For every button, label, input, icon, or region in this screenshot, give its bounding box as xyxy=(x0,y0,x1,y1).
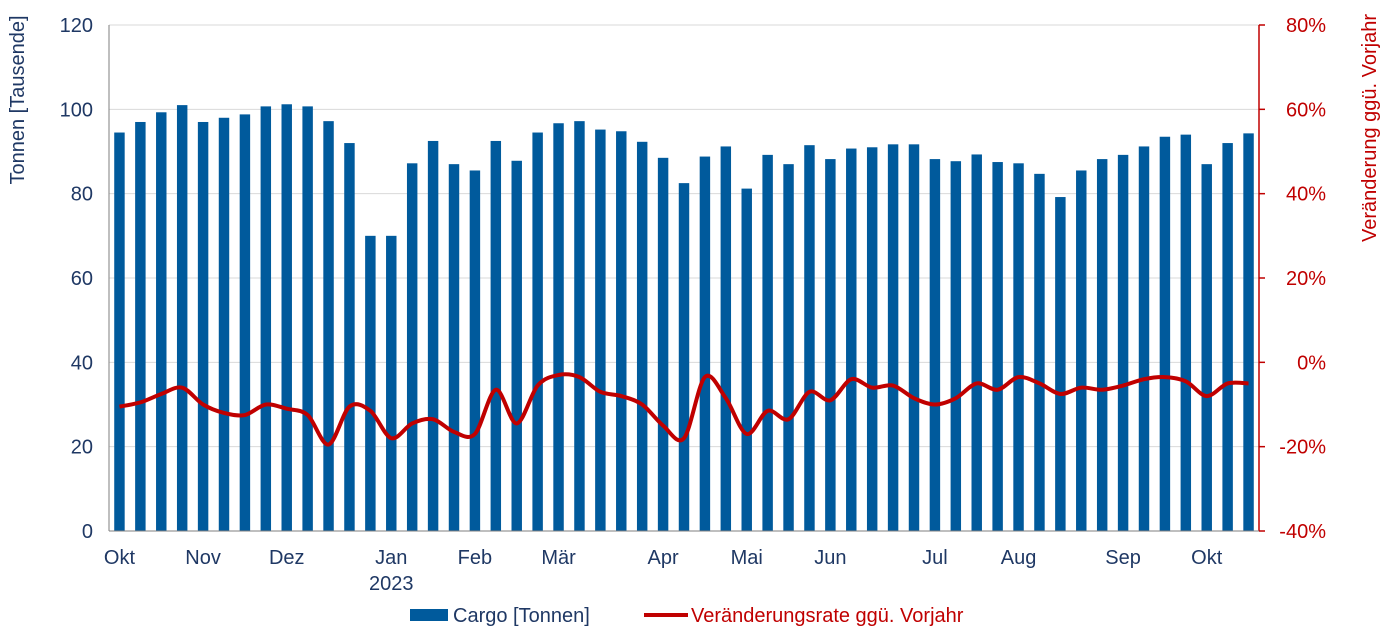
right-y-tick-label: -20% xyxy=(1279,437,1326,459)
bar-cargo xyxy=(783,164,794,531)
right-y-tick-label: -40% xyxy=(1279,521,1326,543)
legend-swatch-cargo xyxy=(410,609,448,621)
bar-cargo xyxy=(1117,154,1129,531)
bar-cargo xyxy=(323,121,334,531)
bar-cargo xyxy=(720,146,732,531)
bar-cargo xyxy=(553,123,564,531)
bar-cargo xyxy=(929,159,941,531)
bar-cargo xyxy=(448,164,460,531)
legend: Cargo [Tonnen] Veränderungsrate ggü. Vor… xyxy=(410,605,964,627)
bar-cargo xyxy=(866,147,878,532)
line-change-rate xyxy=(119,372,1249,447)
bar-cargo xyxy=(1222,143,1233,532)
bar-cargo xyxy=(386,235,397,532)
bar-cargo xyxy=(260,106,272,532)
bar-cargo xyxy=(1076,170,1087,531)
bar-cargo xyxy=(1096,159,1108,531)
left-y-ticks: 0 20 40 60 80 100 120 xyxy=(60,15,93,543)
legend-label-cargo: Cargo [Tonnen] xyxy=(453,605,590,627)
bar-cargo xyxy=(176,105,188,531)
right-y-tick-label: 0% xyxy=(1297,352,1326,374)
legend-label-change-rate: Veränderungsrate ggü. Vorjahr xyxy=(691,605,964,627)
bar-cargo xyxy=(490,140,502,532)
bar-cargo xyxy=(1055,197,1066,532)
bar-cargo xyxy=(699,156,711,531)
bar-cargo xyxy=(1013,163,1024,531)
bar-cargo xyxy=(908,144,920,531)
bar-cargo xyxy=(1201,164,1212,531)
bar-cargo xyxy=(114,132,125,531)
x-tick-label: Okt xyxy=(1191,547,1223,569)
bar-cargo xyxy=(825,159,836,531)
x-tick-label: Nov xyxy=(185,547,221,569)
bar-cargo xyxy=(846,148,857,531)
bar-cargo xyxy=(1159,136,1171,531)
x-tick-label: Mai xyxy=(731,547,763,569)
bar-cargo xyxy=(469,170,481,531)
x-ticks: Okt Nov Dez Jan Feb Mär Apr Mai Jun Jul Aug Sep Okt 2… xyxy=(104,547,1223,595)
x-tick-label: Dez xyxy=(269,547,305,569)
x-tick-label: Aug xyxy=(1001,547,1037,569)
cargo-bars xyxy=(114,104,1254,532)
bar-cargo xyxy=(511,160,522,531)
left-y-tick-label: 0 xyxy=(82,521,93,543)
right-axis-title: Veränderung ggü. Vorjahr xyxy=(1359,14,1381,242)
left-axis-title: Tonnen [Tausende] xyxy=(7,15,29,184)
right-y-tick-label: 80% xyxy=(1286,15,1326,37)
bar-cargo xyxy=(156,112,167,531)
left-y-tick-label: 100 xyxy=(60,99,93,121)
bar-cargo xyxy=(741,188,752,531)
bar-cargo xyxy=(197,121,209,531)
left-y-tick-label: 40 xyxy=(71,352,93,374)
bar-cargo xyxy=(135,121,146,531)
x-tick-label: Okt xyxy=(104,547,136,569)
bar-cargo xyxy=(302,106,313,532)
x-tick-label: Apr xyxy=(648,547,679,569)
left-y-tick-label: 120 xyxy=(60,15,93,37)
bar-cargo xyxy=(804,145,815,532)
bar-cargo xyxy=(616,131,627,531)
x-tick-label: Feb xyxy=(458,547,492,569)
bar-cargo xyxy=(1138,146,1150,531)
left-y-tick-label: 80 xyxy=(71,184,93,206)
x-year-label: 2023 xyxy=(369,573,414,595)
change-rate-line xyxy=(119,372,1249,447)
right-y-ticks: -40% -20% 0% 20% 40% 60% 80% xyxy=(1279,15,1326,543)
bar-cargo xyxy=(1180,134,1192,531)
bar-cargo xyxy=(406,163,418,531)
bar-cargo xyxy=(532,132,543,531)
bar-cargo xyxy=(344,143,355,532)
bar-cargo xyxy=(239,114,251,531)
x-tick-label: Sep xyxy=(1105,547,1141,569)
bar-cargo xyxy=(678,183,690,531)
bar-cargo xyxy=(595,129,606,531)
bar-cargo xyxy=(950,161,962,531)
bar-cargo xyxy=(218,117,230,532)
bar-cargo xyxy=(427,140,439,532)
bar-cargo xyxy=(574,121,585,531)
bar-cargo xyxy=(636,141,648,531)
bar-cargo xyxy=(992,162,1003,531)
x-tick-label: Jun xyxy=(814,547,846,569)
left-y-tick-label: 20 xyxy=(71,437,93,459)
left-y-tick-label: 60 xyxy=(71,268,93,290)
bar-cargo xyxy=(887,144,899,531)
axes xyxy=(108,24,1265,532)
x-tick-label: Jan xyxy=(375,547,407,569)
bar-cargo xyxy=(971,154,982,531)
bar-cargo xyxy=(657,157,669,531)
right-y-tick-label: 60% xyxy=(1286,99,1326,121)
bar-cargo xyxy=(1034,173,1045,531)
right-y-tick-label: 20% xyxy=(1286,268,1326,290)
x-tick-label: Mär xyxy=(541,547,576,569)
bar-cargo xyxy=(365,235,376,532)
x-tick-label: Jul xyxy=(922,547,948,569)
bar-cargo xyxy=(1243,133,1254,531)
bar-cargo xyxy=(762,154,773,531)
right-y-tick-label: 40% xyxy=(1286,184,1326,206)
bar-cargo xyxy=(281,104,292,532)
